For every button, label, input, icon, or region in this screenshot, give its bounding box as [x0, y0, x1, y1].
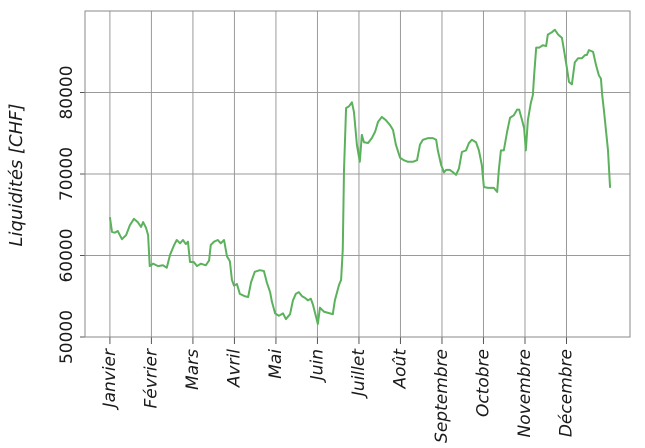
plot-frame — [84, 10, 631, 338]
x-tick-label: Juillet — [349, 348, 369, 399]
data-line — [108, 28, 612, 325]
y-tick-label: 60000 — [57, 228, 77, 282]
x-tick-label: Janvier — [100, 348, 120, 410]
x-tick-label: Juin — [307, 349, 327, 383]
y-tick-label: 70000 — [57, 147, 77, 201]
y-tick-label: 80000 — [57, 65, 77, 119]
x-tick-label: Mars — [183, 349, 203, 390]
x-tick-label: Février — [141, 348, 161, 408]
x-tick-label: Novembre — [515, 349, 535, 437]
x-tick-label: Décembre — [556, 349, 576, 437]
x-tick-label: Avril — [224, 349, 244, 388]
x-tick-label: Mai — [266, 349, 286, 379]
y-tick-label: 50000 — [57, 310, 77, 364]
y-axis-label: Liquidités [CHF] — [6, 103, 27, 246]
x-tick-label: Septembre — [432, 349, 452, 443]
x-tick-label: Août — [390, 348, 410, 390]
x-tick-label: Octobre — [473, 349, 493, 417]
